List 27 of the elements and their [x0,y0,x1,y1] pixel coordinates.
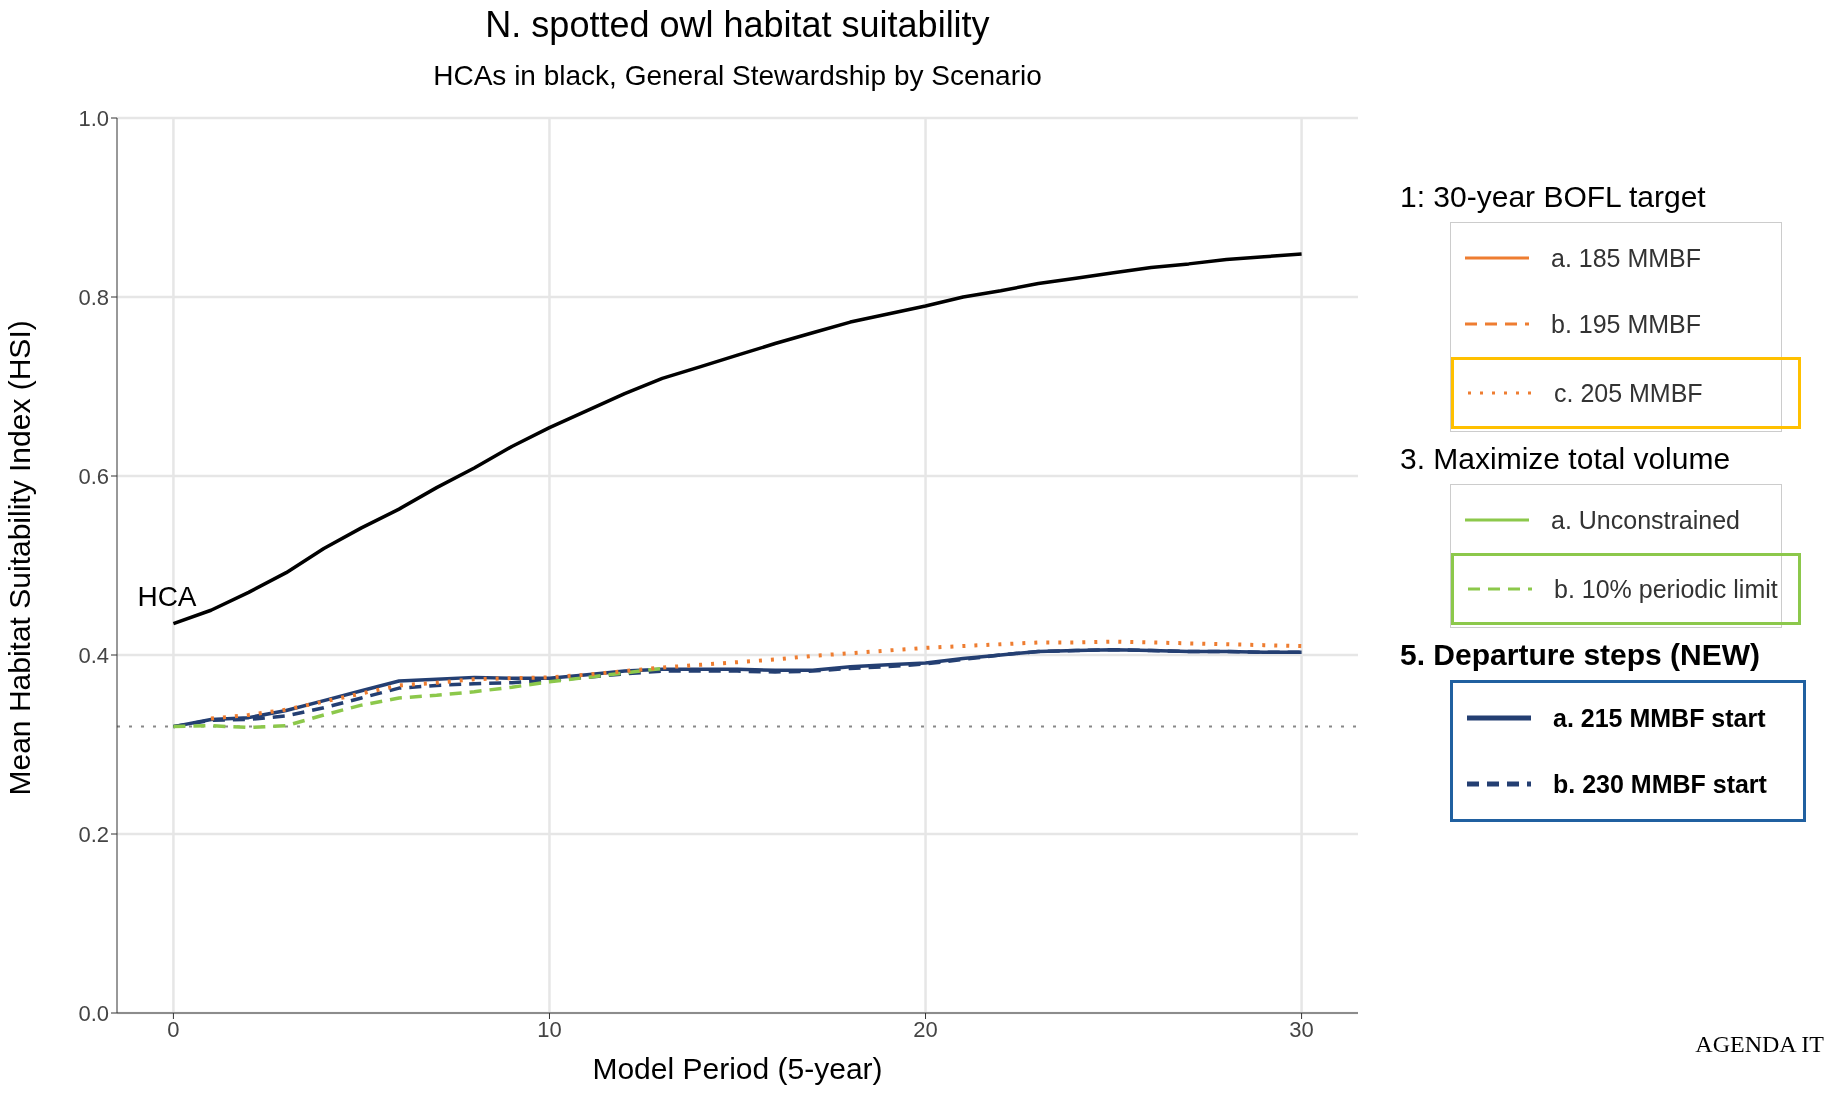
line-series [209,639,1304,721]
legend-label: a. 185 MMBF [1551,243,1702,273]
y-tick-label: 0.8 [78,284,109,310]
text: AGENDA IT [1695,1031,1824,1058]
x-tick-label: 30 [1289,1016,1314,1042]
series-label: HCA [137,580,197,612]
legend-label: b. 10% periodic limit [1554,574,1778,604]
text: 5. Departure steps (NEW) [1400,638,1762,672]
legend-label: a. Unconstrained [1551,505,1741,535]
y-tick-label: 0.2 [78,821,109,847]
y-tick-label: 1.0 [78,105,109,131]
text: 1: 30-year BOFL target [1400,180,1707,214]
legend-label: b. 195 MMBF [1551,309,1702,339]
chart-subtitle: HCAs in black, General Stewardship by Scenario [432,60,1043,92]
x-tick-label: 0 [167,1016,180,1042]
text: 3. Maximize total volume [1400,442,1732,476]
legend-label: b. 230 MMBF start [1553,769,1767,799]
y-tick-label: 0.6 [78,463,109,489]
x-axis-title: Model Period (5-year) [591,1052,884,1086]
y-axis-title: Mean Habitat Suitability Index (HSI) [2,320,36,796]
x-tick-label: 20 [913,1016,938,1042]
legend-label: c. 205 MMBF [1554,378,1703,408]
chart-title: N. spotted owl habitat suitability [484,4,991,46]
y-tick-label: 0.0 [78,1000,109,1026]
y-tick-label: 0.4 [78,642,109,668]
x-tick-label: 10 [537,1016,562,1042]
legend-label: a. 215 MMBF start [1553,703,1766,733]
